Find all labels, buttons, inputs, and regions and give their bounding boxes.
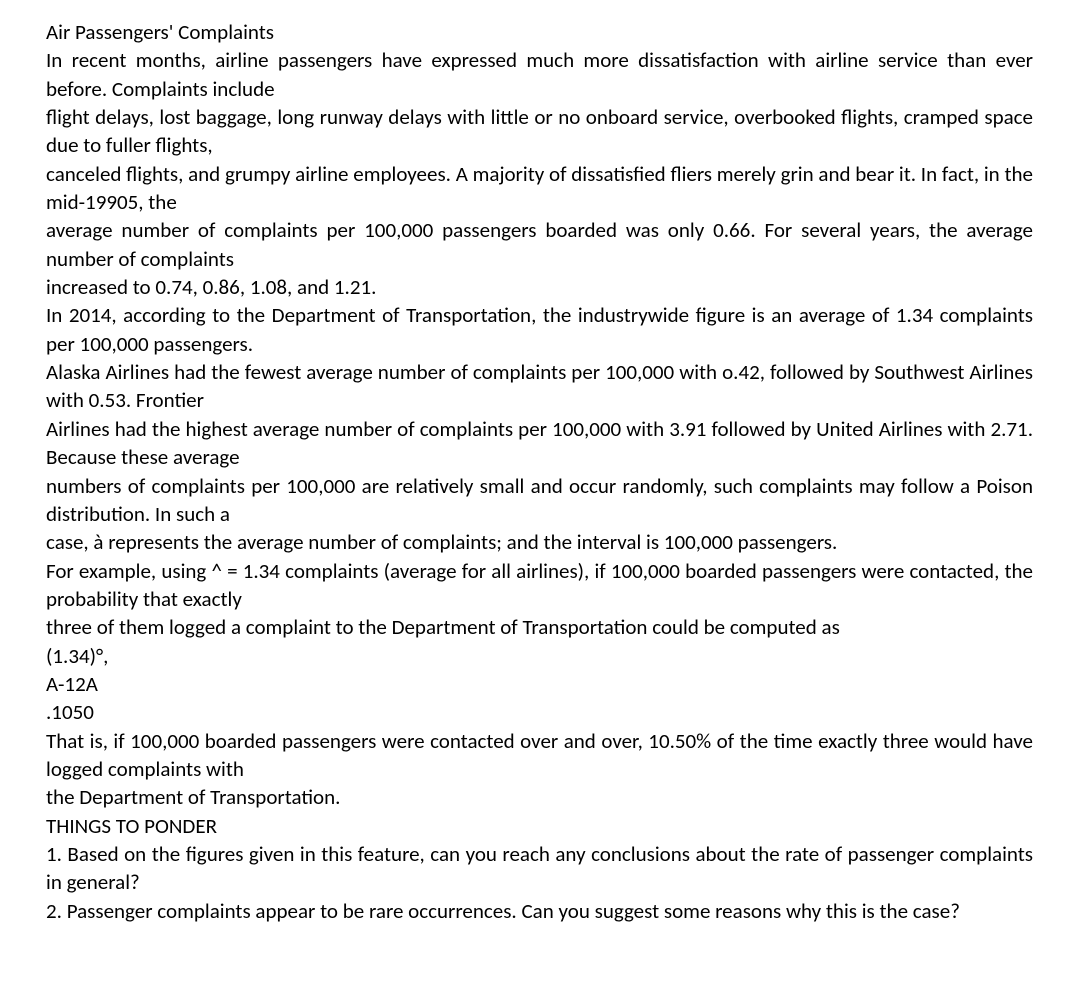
body-paragraph: That is, if 100,000 boarded passengers w… [46, 727, 1033, 784]
document-title: Air Passengers' Complaints [46, 18, 1033, 46]
body-paragraph: Airlines had the highest average number … [46, 415, 1033, 472]
section-heading: THINGS TO PONDER [46, 812, 1033, 840]
formula-line: .1050 [46, 698, 1033, 726]
body-paragraph: In recent months, airline passengers hav… [46, 46, 1033, 103]
question-item: 1. Based on the figures given in this fe… [46, 840, 1033, 897]
body-paragraph: increased to 0.74, 0.86, 1.08, and 1.21. [46, 273, 1033, 301]
formula-line: A-12A [46, 670, 1033, 698]
body-paragraph: canceled flights, and grumpy airline emp… [46, 160, 1033, 217]
formula-line: (1.34)°, [46, 642, 1033, 670]
body-paragraph: For example, using ^ = 1.34 complaints (… [46, 557, 1033, 614]
body-paragraph: In 2014, according to the Department of … [46, 301, 1033, 358]
body-paragraph: three of them logged a complaint to the … [46, 613, 1033, 641]
body-paragraph: case, à represents the average number of… [46, 528, 1033, 556]
question-item: 2. Passenger complaints appear to be rar… [46, 897, 1033, 925]
body-paragraph: average number of complaints per 100,000… [46, 216, 1033, 273]
body-paragraph: numbers of complaints per 100,000 are re… [46, 472, 1033, 529]
body-paragraph: the Department of Transportation. [46, 783, 1033, 811]
body-paragraph: Alaska Airlines had the fewest average n… [46, 358, 1033, 415]
body-paragraph: flight delays, lost baggage, long runway… [46, 103, 1033, 160]
